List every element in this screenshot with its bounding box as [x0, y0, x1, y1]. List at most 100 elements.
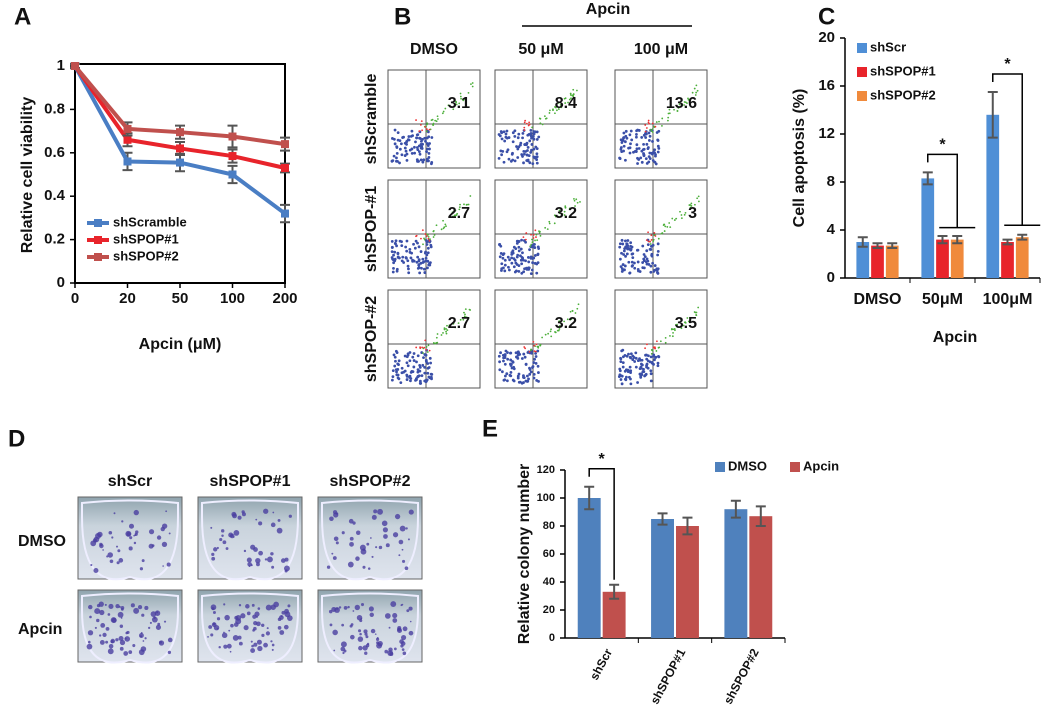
bar	[856, 242, 870, 278]
event-dot	[424, 125, 427, 128]
colony	[342, 651, 345, 655]
colony	[107, 648, 114, 655]
event-dot	[399, 142, 403, 146]
event-dot	[500, 137, 504, 141]
bar	[749, 516, 773, 638]
event-dot	[395, 370, 398, 374]
colony	[364, 651, 368, 655]
event-dot	[664, 225, 667, 228]
event-dot	[418, 136, 421, 140]
event-dot	[636, 260, 640, 264]
event-dot	[533, 246, 537, 249]
colony	[211, 556, 216, 561]
event-dot	[623, 268, 626, 272]
event-dot	[673, 108, 675, 111]
apoptosis-value: 3.2	[555, 315, 577, 332]
event-dot	[454, 209, 457, 212]
event-dot	[649, 240, 651, 243]
event-dot	[557, 329, 560, 332]
event-dot	[553, 214, 556, 217]
colony	[392, 613, 398, 619]
event-dot	[394, 349, 398, 353]
event-dot	[558, 325, 561, 327]
event-dot	[514, 269, 518, 273]
colony	[107, 613, 111, 616]
error-bar	[887, 242, 898, 249]
colony	[250, 648, 256, 653]
event-dot	[536, 239, 539, 242]
colony	[100, 622, 106, 628]
event-dot	[656, 150, 660, 154]
column-label: 100 μM	[634, 41, 688, 58]
colony	[255, 557, 261, 564]
event-dot	[570, 97, 572, 100]
event-dot	[646, 146, 650, 149]
event-dot	[390, 378, 394, 382]
event-dot	[554, 215, 557, 218]
event-dot	[524, 119, 527, 122]
event-dot	[620, 382, 624, 386]
event-dot	[676, 323, 679, 326]
event-dot	[443, 327, 446, 330]
colony	[406, 609, 410, 613]
event-dot	[427, 344, 430, 347]
event-dot	[417, 245, 421, 249]
event-dot	[521, 251, 524, 255]
event-dot	[527, 266, 531, 270]
event-dot	[398, 161, 401, 165]
event-dot	[426, 266, 429, 270]
y-tick-label: 8	[827, 173, 835, 190]
event-dot	[644, 353, 647, 357]
event-dot	[650, 352, 653, 355]
event-dot	[441, 112, 444, 115]
colony	[250, 640, 253, 643]
event-dot	[417, 374, 421, 378]
event-dot	[416, 368, 420, 372]
colony	[99, 543, 104, 549]
colony	[229, 650, 232, 653]
event-dot	[643, 255, 647, 259]
event-dot	[657, 237, 660, 240]
colony	[382, 527, 388, 533]
colony	[89, 615, 92, 619]
event-dot	[537, 135, 541, 139]
bar	[871, 245, 884, 278]
colony	[355, 556, 360, 561]
event-dot	[426, 259, 430, 263]
y-tick-label: 0	[57, 274, 65, 291]
event-dot	[419, 347, 422, 350]
event-dot	[645, 142, 649, 146]
event-dot	[694, 203, 696, 206]
colony	[166, 562, 171, 567]
marker	[176, 128, 184, 137]
event-dot	[620, 238, 624, 242]
event-dot	[420, 266, 423, 270]
event-dot	[470, 83, 472, 86]
significance-bracket	[927, 153, 976, 229]
event-dot	[527, 377, 530, 381]
colony	[142, 640, 145, 642]
colony	[255, 615, 258, 618]
event-dot	[633, 266, 637, 270]
event-dot	[528, 161, 532, 165]
event-dot	[503, 139, 507, 143]
event-dot	[393, 142, 397, 146]
event-dot	[447, 104, 450, 107]
event-dot	[657, 147, 661, 150]
event-dot	[569, 94, 572, 96]
event-dot	[530, 143, 534, 146]
colony	[271, 648, 274, 651]
event-dot	[649, 379, 653, 383]
event-dot	[641, 266, 645, 270]
colony	[272, 511, 275, 514]
colony	[216, 546, 219, 550]
event-dot	[639, 362, 643, 366]
colony	[111, 617, 117, 623]
colony	[238, 641, 243, 646]
event-dot	[423, 371, 427, 375]
event-dot	[680, 217, 683, 220]
event-dot	[517, 372, 521, 376]
event-dot	[531, 135, 535, 138]
colony	[384, 649, 389, 654]
colony	[357, 636, 364, 642]
